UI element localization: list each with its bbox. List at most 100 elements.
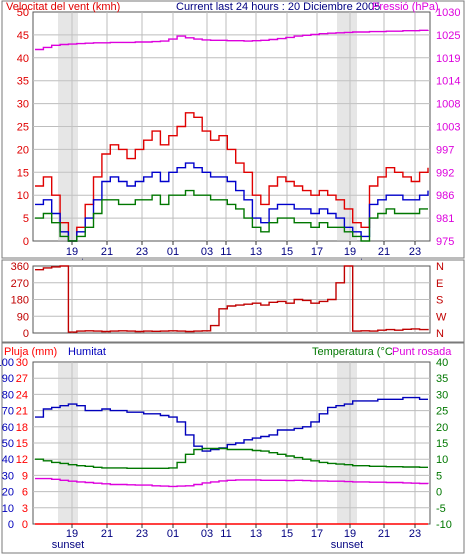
direction-series (35, 265, 429, 333)
temperature-y-tick-label: -10 (436, 519, 452, 531)
rain-y-tick-label: 3 (22, 503, 28, 515)
wind-gust-line (35, 112, 429, 242)
rain-axis-title: Pluja (mm) (4, 346, 57, 358)
wind-y-tick-label: 30 (17, 99, 29, 111)
temperature-y-tick-label: 15 (436, 438, 448, 450)
direction-compass-label: E (436, 278, 443, 290)
sunset-band (337, 13, 357, 241)
temperature-y-tick-label: 5 (436, 470, 442, 482)
humidity-y-tick-label: 20 (2, 487, 14, 499)
pressure-y-tick-label: 1030 (436, 7, 460, 19)
wind-pressure-grid (33, 12, 430, 241)
humidity-y-tick-label: 60 (2, 422, 14, 434)
x-tick-label: 13 (250, 246, 262, 258)
sunset-label: sunset (52, 539, 84, 551)
x-tick-label: 21 (378, 246, 390, 258)
dewpoint-axis-title: Punt rosada (392, 346, 452, 358)
direction-degree-label: 90 (17, 311, 29, 323)
x-tick-label: 21 (378, 528, 390, 540)
temperature-y-tick-label: 10 (436, 454, 448, 466)
wind-sunset-bands (58, 13, 357, 241)
pressure-y-tick-label: 975 (436, 236, 454, 248)
pressure-axis-title: Pressió (hPa) (372, 1, 439, 13)
x-tick-label: 01 (167, 246, 179, 258)
pressure-line (35, 29, 429, 51)
humidity-y-tick-label: 70 (2, 406, 14, 418)
pressure-y-tick-label: 997 (436, 144, 454, 156)
temperature-y-tick-label: 25 (436, 406, 448, 418)
rain-y-tick-label: 6 (22, 487, 28, 499)
pressure-y-tick-label: 981 (436, 213, 454, 225)
direction-degree-label: 270 (11, 278, 29, 290)
temperature-y-tick-label: 35 (436, 373, 448, 385)
x-tick-label: 23 (409, 246, 421, 258)
x-tick-label: 19 (66, 528, 78, 540)
rain-y-tick-label: 12 (16, 454, 28, 466)
rain-y-tick-label: 15 (16, 438, 28, 450)
direction-grid (33, 266, 430, 333)
x-tick-label: 15 (281, 528, 293, 540)
direction-compass-label: N (436, 261, 444, 273)
x-tick-label: 19 (66, 246, 78, 258)
wind-min-line (35, 189, 428, 242)
pressure-y-tick-label: 1014 (436, 76, 460, 88)
rain-y-tick-label: 30 (16, 357, 28, 369)
x-tick-label: 03 (201, 528, 213, 540)
x-tick-label: 21 (101, 528, 113, 540)
rain-y-tick-label: 21 (16, 406, 28, 418)
x-tick-label: 23 (136, 528, 148, 540)
humidity-axis-title: Humitat (68, 346, 106, 358)
temperature-line (35, 447, 428, 469)
humidity-y-tick-label: 10 (2, 503, 14, 515)
sunset-band (58, 363, 78, 524)
wind-y-tick-label: 10 (17, 190, 29, 202)
wind-y-tick-label: 50 (17, 7, 29, 19)
wind-y-tick-label: 15 (17, 167, 29, 179)
climate-series (35, 396, 429, 525)
wind-y-tick-label: 35 (17, 76, 29, 88)
wind-y-tick-label: 40 (17, 53, 29, 65)
x-tick-label: 19 (344, 528, 356, 540)
x-tick-label: 11 (220, 246, 231, 258)
wind-direction-line (35, 265, 429, 333)
pressure-y-tick-label: 1003 (436, 122, 460, 134)
chart-title: Current last 24 hours : 20 Diciembre 200… (176, 1, 380, 13)
x-tick-label: 21 (101, 246, 113, 258)
humidity-y-tick-label: 0 (8, 519, 14, 531)
x-tick-label: 19 (344, 246, 356, 258)
x-tick-label: 23 (409, 528, 421, 540)
x-tick-label: 01 (167, 528, 179, 540)
wind-average-line (35, 162, 429, 242)
sunset-band (58, 13, 78, 241)
pressure-y-tick-label: 1019 (436, 53, 460, 65)
pressure-y-tick-label: 992 (436, 167, 454, 179)
x-tick-label: 03 (201, 246, 213, 258)
climate-ticks: 0369121518212427300102030405060708090100… (0, 357, 452, 551)
humidity-line (35, 396, 428, 452)
rain-y-tick-label: 27 (16, 373, 28, 385)
temperature-axis-title: Temperatura (°C (312, 346, 393, 358)
rain-y-tick-label: 24 (16, 389, 28, 401)
sunset-label: sunset (331, 539, 363, 551)
wind-y-tick-label: 0 (23, 236, 29, 248)
temperature-y-tick-label: 30 (436, 389, 448, 401)
direction-degree-label: 0 (23, 328, 29, 340)
temperature-y-tick-label: -5 (436, 503, 446, 515)
wind-y-tick-label: 45 (17, 30, 29, 42)
direction-compass-label: W (436, 311, 447, 323)
pressure-y-tick-label: 986 (436, 190, 454, 202)
x-tick-label: 15 (281, 246, 293, 258)
x-tick-label: 17 (311, 528, 323, 540)
x-tick-label: 11 (220, 528, 231, 540)
humidity-y-tick-label: 80 (2, 389, 14, 401)
wind-y-tick-label: 20 (17, 144, 29, 156)
wind-pressure-series (35, 29, 429, 242)
humidity-y-tick-label: 100 (0, 357, 14, 369)
direction-degree-label: 360 (11, 261, 29, 273)
x-tick-label: 13 (250, 528, 262, 540)
direction-compass-label: S (436, 295, 443, 307)
x-tick-label: 17 (311, 246, 323, 258)
humidity-y-tick-label: 50 (2, 438, 14, 450)
